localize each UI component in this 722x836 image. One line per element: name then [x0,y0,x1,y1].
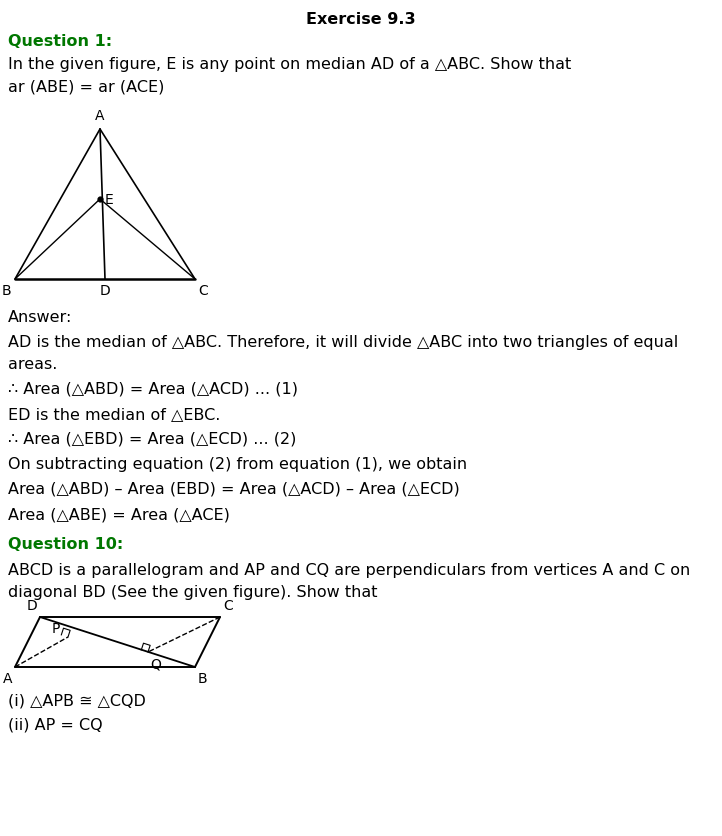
Text: (i) △APB ≅ △CQD: (i) △APB ≅ △CQD [8,692,146,707]
Text: On subtracting equation (2) from equation (1), we obtain: On subtracting equation (2) from equatio… [8,456,467,472]
Text: Area (△ABE) = Area (△ACE): Area (△ABE) = Area (△ACE) [8,507,230,522]
Text: diagonal BD (See the given figure). Show that: diagonal BD (See the given figure). Show… [8,584,378,599]
Text: Q: Q [150,657,161,671]
Text: (ii) AP = CQ: (ii) AP = CQ [8,717,103,732]
Text: B: B [1,283,11,298]
Text: ABCD is a parallelogram and AP and CQ are perpendiculars from vertices A and C o: ABCD is a parallelogram and AP and CQ ar… [8,563,690,578]
Text: A: A [95,109,105,123]
Text: In the given figure, E is any point on median AD of a △ABC. Show that: In the given figure, E is any point on m… [8,57,571,72]
Text: Area (△ABD) – Area (EBD) = Area (△ACD) – Area (△ECD): Area (△ABD) – Area (EBD) = Area (△ACD) –… [8,482,460,497]
Text: areas.: areas. [8,357,57,371]
Text: Question 1:: Question 1: [8,34,112,49]
Text: ∴ Area (△ABD) = Area (△ACD) ... (1): ∴ Area (△ABD) = Area (△ACD) ... (1) [8,381,298,396]
Text: C: C [223,599,232,612]
Text: D: D [26,599,37,612]
Text: E: E [105,193,114,206]
Text: D: D [100,283,110,298]
Text: ∴ Area (△EBD) = Area (△ECD) ... (2): ∴ Area (△EBD) = Area (△ECD) ... (2) [8,431,296,446]
Text: AD is the median of △ABC. Therefore, it will divide △ABC into two triangles of e: AD is the median of △ABC. Therefore, it … [8,334,678,349]
Text: ar (ABE) = ar (ACE): ar (ABE) = ar (ACE) [8,79,165,94]
Text: Answer:: Answer: [8,309,72,324]
Text: A: A [2,671,12,686]
Text: C: C [198,283,208,298]
Text: Question 10:: Question 10: [8,537,123,551]
Text: P: P [52,621,60,635]
Text: Exercise 9.3: Exercise 9.3 [306,12,416,27]
Text: ED is the median of △EBC.: ED is the median of △EBC. [8,406,220,421]
Text: B: B [198,671,208,686]
